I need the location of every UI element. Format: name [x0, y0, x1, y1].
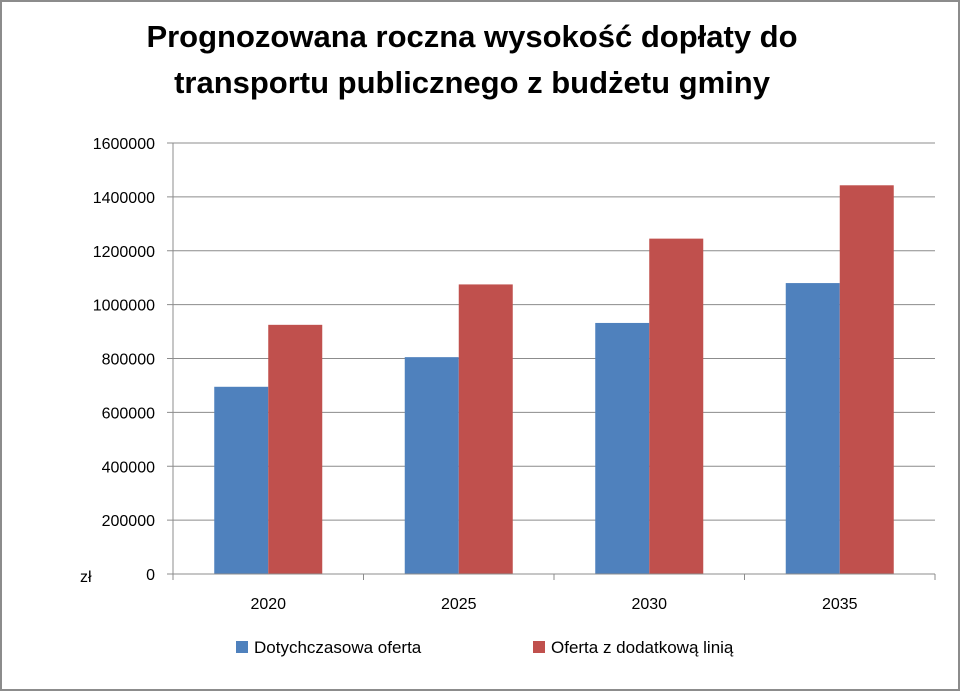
bar-dodatkowa-2035: [839, 185, 894, 574]
chart-title: Prognozowana roczna wysokość dopłaty do …: [146, 19, 798, 100]
bar-dodatkowa-2020: [268, 324, 323, 574]
y-tick-label: 1200000: [93, 244, 155, 261]
legend: Dotychczasowa oferta Oferta z dodatkową l…: [236, 638, 734, 657]
bar-dodatkowa-2030: [649, 238, 704, 575]
y-axis-unit-label: zł: [80, 569, 92, 586]
x-tick-label: 2030: [631, 596, 667, 613]
x-tick-label: 2025: [441, 596, 477, 613]
legend-swatch: [236, 641, 248, 653]
y-tick-label: 0: [146, 567, 155, 584]
bar-dotychczasowa-2020: [214, 386, 269, 574]
y-tick-label: 1600000: [93, 136, 155, 153]
y-tick-label: 200000: [102, 513, 155, 530]
bar-dodatkowa-2025: [458, 284, 513, 574]
bars: [214, 185, 894, 575]
y-tick-label: 400000: [102, 459, 155, 476]
y-tick-labels: 0 200000 400000 600000 800000 1000000 1200000 1…: [93, 136, 155, 584]
y-tick-label: 800000: [102, 352, 155, 369]
x-tick-labels: 2020 2025 2030 2035: [250, 596, 857, 613]
y-tick-label: 600000: [102, 405, 155, 422]
bar-dotychczasowa-2030: [595, 322, 650, 574]
bar-dotychczasowa-2035: [785, 283, 840, 574]
y-tick-label: 1000000: [93, 298, 155, 315]
x-tick-label: 2020: [250, 596, 286, 613]
legend-label: Oferta z dodatkową linią: [551, 638, 734, 657]
bar-dotychczasowa-2025: [404, 357, 459, 574]
legend-swatch: [533, 641, 545, 653]
y-tick-label: 1400000: [93, 190, 155, 207]
axes: [172, 143, 936, 580]
legend-label: Dotychczasowa oferta: [254, 638, 422, 657]
x-tick-label: 2035: [822, 596, 858, 613]
